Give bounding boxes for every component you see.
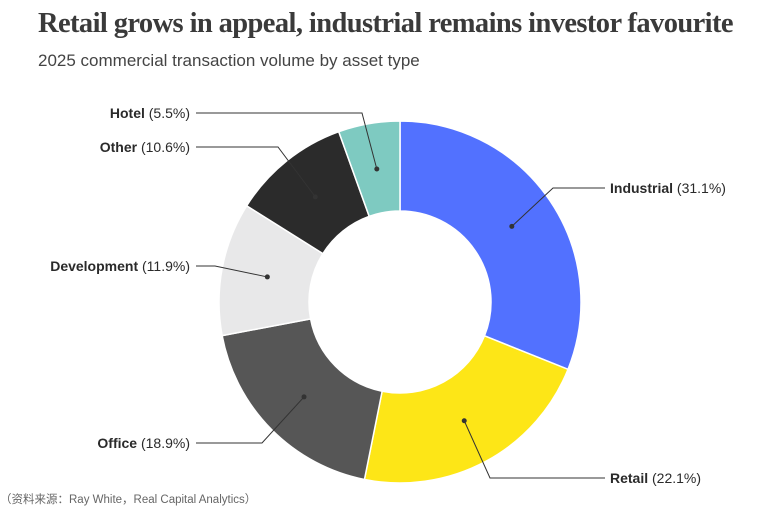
label-name: Office xyxy=(97,435,137,451)
leader-line-office xyxy=(196,396,305,444)
label-name: Hotel xyxy=(110,105,145,121)
leader-dot-industrial xyxy=(509,223,515,229)
label-percent: (10.6%) xyxy=(137,139,190,155)
data-label-development: Development (11.9%) xyxy=(50,258,190,274)
data-label-hotel: Hotel (5.5%) xyxy=(110,105,190,121)
label-percent: (11.9%) xyxy=(138,258,190,274)
data-label-industrial: Industrial (31.1%) xyxy=(610,180,726,196)
leader-dot-development xyxy=(264,274,270,280)
leader-dot-retail xyxy=(461,418,467,424)
leader-line-industrial xyxy=(511,187,605,227)
leader-dot-other xyxy=(312,194,318,200)
label-percent: (5.5%) xyxy=(145,105,190,121)
label-name: Retail xyxy=(610,470,648,486)
slice-hotel xyxy=(337,120,401,218)
leader-dot-office xyxy=(301,394,307,400)
leader-dot-hotel xyxy=(374,166,380,172)
leader-line-retail xyxy=(463,420,605,479)
label-name: Development xyxy=(50,258,138,274)
label-percent: (31.1%) xyxy=(673,180,726,196)
data-label-retail: Retail (22.1%) xyxy=(610,470,701,486)
chart-title: Retail grows in appeal, industrial remai… xyxy=(38,8,734,39)
label-name: Industrial xyxy=(610,180,673,196)
data-label-other: Other (10.6%) xyxy=(100,139,190,155)
label-percent: (22.1%) xyxy=(648,470,701,486)
slice-industrial xyxy=(399,120,582,371)
leader-line-development xyxy=(196,265,268,278)
chart-subtitle: 2025 commercial transaction volume by as… xyxy=(38,51,420,70)
source-note: （资料来源：Ray White，Real Capital Analytics） xyxy=(0,494,257,506)
label-name: Other xyxy=(100,139,138,155)
data-label-office: Office (18.9%) xyxy=(97,435,190,451)
label-percent: (18.9%) xyxy=(137,435,190,451)
slice-retail xyxy=(363,334,569,484)
leader-line-hotel xyxy=(196,112,378,170)
leader-line-other xyxy=(196,146,316,198)
